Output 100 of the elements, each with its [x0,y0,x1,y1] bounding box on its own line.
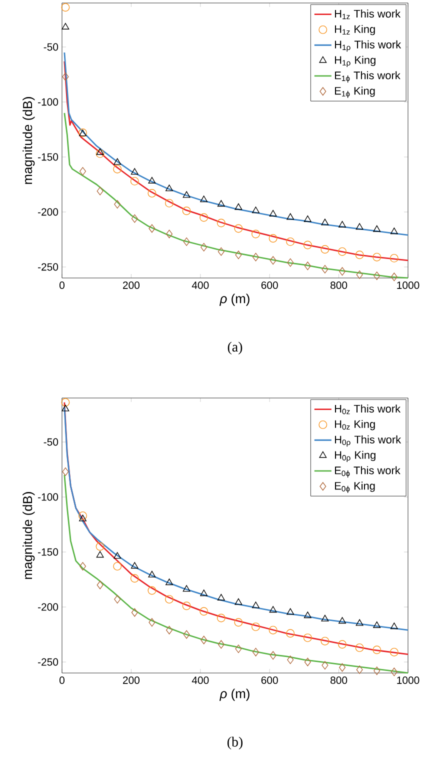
point [390,622,398,630]
point [62,467,69,476]
point [355,250,364,260]
point [339,267,346,276]
point [166,626,173,634]
point [390,668,398,676]
y-tick-label: -150 [38,548,58,556]
y-tick-label: -50 [44,43,58,51]
point [374,272,380,280]
legend-label: H$_{0z}$ King [335,420,375,430]
point [182,206,191,216]
point [96,580,104,590]
point [252,230,260,238]
x-axis-title: ρ (m) [219,688,250,701]
x-tick-label: 0 [59,676,64,684]
point [252,648,260,656]
point [130,176,139,186]
point [339,663,346,672]
legend-label: H$_{0z}$ This work [335,404,401,414]
point [130,562,138,569]
point [200,213,208,222]
y-tick-label: -50 [44,438,58,446]
x-tick-label: 800 [330,282,348,289]
point [286,629,295,638]
point [148,570,156,578]
point [304,262,311,270]
y-axis-title: magnitude (dB) [22,492,35,579]
y-tick-label: -150 [38,153,58,161]
x-tick-label: 1000 [397,282,420,289]
point [62,404,70,412]
x-tick-label: 400 [192,282,209,289]
point [252,252,260,262]
point [270,651,276,660]
point [322,661,328,670]
point [217,200,225,207]
point [130,168,138,175]
point [287,656,294,664]
y-tick-label: -100 [38,493,58,501]
legend-label: E$_{0ϕ}$ This work [335,466,400,478]
legend-label: H$_{1ρ}$ This work [335,40,402,52]
point [234,224,243,233]
x-tick-label: 600 [261,282,278,289]
point [114,552,122,559]
point [372,646,382,654]
point [390,648,398,656]
y-tick-label: -200 [38,603,58,611]
point [200,607,208,616]
legend-label: H$_{1ρ}$ King [335,56,376,67]
point [356,619,364,626]
point [113,562,122,571]
point [373,225,381,232]
point [320,636,330,646]
point [183,237,190,246]
point [80,167,86,176]
point [372,252,382,262]
point [148,224,156,233]
x-tick-label: 0 [59,282,64,289]
point [321,218,329,226]
point [96,148,104,155]
point [165,198,174,208]
point [234,598,242,605]
legend-label: E$_{0ϕ}$ King [335,482,375,493]
point [252,206,260,214]
x-tick-label: 400 [192,676,209,684]
legend-label: E$_{1ϕ}$ This work [335,71,400,83]
point [130,574,139,583]
legend-label: H$_{0ρ}$ This work [335,435,402,447]
legend-label: H$_{0ρ}$ King [335,450,376,462]
point [270,256,276,265]
x-tick-label: 1000 [397,676,420,684]
point [78,511,87,520]
point [304,658,311,666]
point [200,590,208,596]
point [355,643,364,652]
point [390,272,398,282]
point [286,608,294,615]
point [356,270,363,279]
text: (b) [227,736,243,750]
point [62,22,70,30]
point [61,398,70,407]
x-tick-label: 200 [123,676,140,684]
point [304,215,312,222]
point [268,234,278,243]
y-tick-label: -100 [38,98,58,106]
point [338,617,346,624]
point [96,551,104,558]
point [148,586,156,595]
point [286,237,295,246]
point [269,210,277,216]
point [218,640,224,649]
point [338,247,346,256]
point [114,595,121,604]
point [165,595,174,604]
point [96,149,104,158]
point [96,542,104,551]
y-tick-label: -200 [38,208,58,216]
text: (a) [228,342,242,354]
point [218,247,224,256]
point [148,176,156,184]
point [200,242,208,252]
